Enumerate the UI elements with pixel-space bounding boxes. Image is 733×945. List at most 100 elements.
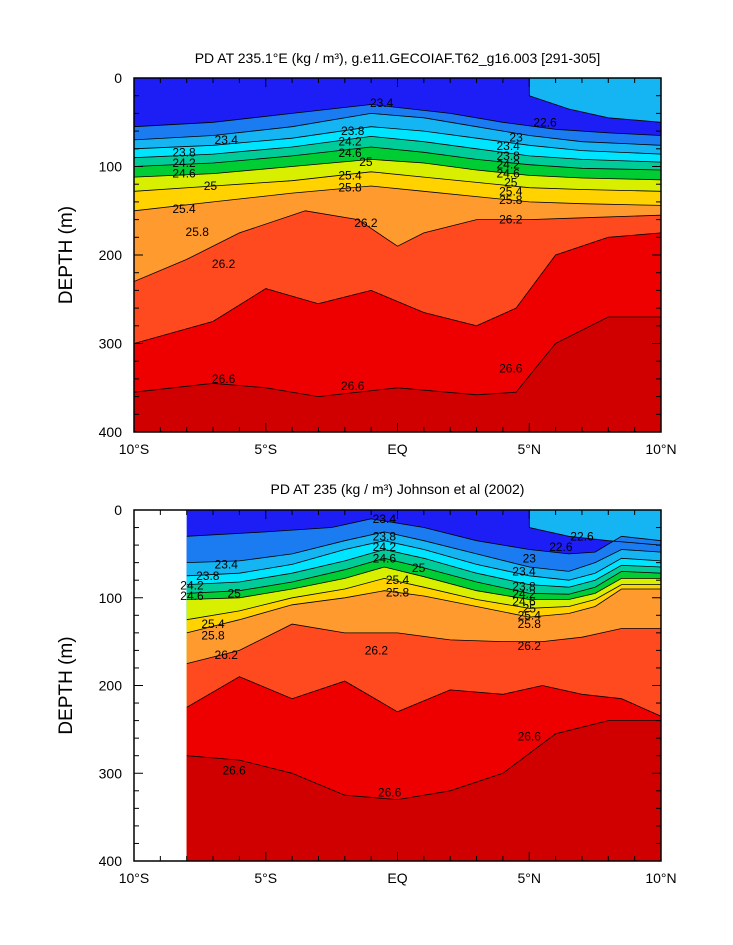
contour-label: 25 bbox=[523, 601, 537, 615]
contour-label: 23.8 bbox=[172, 145, 196, 159]
contour-label: 22.6 bbox=[570, 529, 594, 543]
y-tick-label: 100 bbox=[99, 159, 123, 175]
contour-label: 26.6 bbox=[212, 372, 236, 386]
contour-label: 26.6 bbox=[341, 379, 365, 393]
contour-label: 25 bbox=[359, 155, 373, 169]
contour-label: 26.2 bbox=[212, 257, 236, 271]
contour-label: 25 bbox=[412, 561, 426, 575]
contour-fill-26.6 bbox=[186, 720, 661, 861]
contour-label: 26.6 bbox=[518, 729, 542, 743]
contour-line-22.6 bbox=[528, 510, 661, 546]
y-tick-label: 0 bbox=[114, 70, 122, 86]
contour-label: 23.4 bbox=[215, 557, 239, 571]
contour-label: 24.2 bbox=[172, 156, 196, 170]
contour-label: 26.6 bbox=[378, 786, 402, 800]
chart-title: PD AT 235.1°E (kg / m³), g.e11.GECOIAF.T… bbox=[195, 50, 601, 66]
y-axis-label: DEPTH (m) bbox=[56, 636, 77, 734]
contour-label: 23.4 bbox=[373, 512, 397, 526]
contour-line-24.2 bbox=[186, 549, 661, 588]
contour-line-26.4 bbox=[186, 676, 661, 717]
contour-label: 25.8 bbox=[386, 585, 410, 599]
contour-label: 24.6 bbox=[496, 167, 520, 181]
contour-label: 26.2 bbox=[215, 648, 239, 662]
contour-line-23 bbox=[186, 518, 661, 555]
contour-line-26.4 bbox=[134, 232, 661, 344]
contour-line-23.4 bbox=[186, 531, 661, 572]
x-tick-label: 5°S bbox=[254, 441, 277, 457]
x-tick-label: 5°S bbox=[254, 870, 277, 886]
contour-label: 23.4 bbox=[496, 139, 520, 153]
y-tick-label: 0 bbox=[114, 502, 122, 518]
contour-line-26.2 bbox=[186, 623, 661, 664]
contour-line-22.6 bbox=[528, 78, 661, 123]
contour-label: 23.8 bbox=[341, 124, 365, 138]
contour-lines bbox=[134, 78, 661, 398]
contour-line-24.6 bbox=[186, 557, 661, 595]
y-tick-label: 200 bbox=[99, 247, 123, 263]
y-axis-label: DEPTH (m) bbox=[56, 206, 77, 304]
contour-line-23.8 bbox=[134, 126, 661, 155]
y-tick-label: 300 bbox=[99, 336, 123, 352]
contour-label: 26.6 bbox=[499, 361, 523, 375]
contour-label: 26.2 bbox=[518, 639, 542, 653]
contour-label: 23.4 bbox=[512, 564, 536, 578]
contour-label: 24.6 bbox=[172, 167, 196, 181]
contour-label: 25.4 bbox=[518, 608, 542, 622]
contour-label: 23 bbox=[509, 130, 523, 144]
contour-line-23.4 bbox=[134, 112, 661, 146]
contour-label: 23.4 bbox=[370, 96, 394, 110]
x-tick-label: EQ bbox=[387, 441, 407, 457]
contour-label: 25 bbox=[504, 175, 518, 189]
x-tick-label: 10°N bbox=[645, 441, 676, 457]
contour-label: 23 bbox=[523, 551, 537, 565]
contour-line-25.8 bbox=[186, 588, 661, 634]
contour-label: 24.6 bbox=[512, 594, 536, 608]
contour-label: 25 bbox=[204, 179, 218, 193]
contour-label: 24.2 bbox=[512, 587, 536, 601]
contour-label: 24.2 bbox=[496, 158, 520, 172]
x-tick-label: 10°S bbox=[119, 441, 150, 457]
contour-label: 25.8 bbox=[201, 628, 225, 642]
contour-lines bbox=[186, 510, 661, 801]
contour-line-26.2 bbox=[134, 210, 661, 282]
contour-label: 25.4 bbox=[386, 573, 410, 587]
chart-title: PD AT 235 (kg / m³) Johnson et al (2002) bbox=[271, 481, 525, 497]
contour-label: 24.6 bbox=[180, 589, 204, 603]
contour-line-26.6 bbox=[186, 720, 661, 801]
contour-label: 26.2 bbox=[354, 216, 378, 230]
y-tick-label: 400 bbox=[99, 424, 123, 440]
contour-label: 25.4 bbox=[201, 617, 225, 631]
contour-line-25 bbox=[186, 566, 661, 600]
contour-label: 23.4 bbox=[215, 133, 239, 147]
contour-label: 25.4 bbox=[499, 184, 523, 198]
y-tick-label: 300 bbox=[99, 765, 123, 781]
contour-label: 26.2 bbox=[365, 643, 389, 657]
contour-label: 25.8 bbox=[338, 181, 362, 195]
contour-line-25.8 bbox=[134, 185, 661, 212]
contour-label: 25 bbox=[227, 586, 241, 600]
y-tick-label: 100 bbox=[99, 590, 123, 606]
x-tick-label: 10°N bbox=[645, 870, 676, 886]
y-tick-label: 200 bbox=[99, 678, 123, 694]
x-tick-label: 5°N bbox=[518, 441, 542, 457]
chart-panel-2: 23.422.622.623.423.824.224.62525.425.823… bbox=[56, 481, 677, 886]
contour-label: 25.8 bbox=[186, 225, 210, 239]
contour-fill-26.6 bbox=[134, 317, 661, 432]
contour-line-26.6 bbox=[134, 316, 661, 398]
contour-label: 24.2 bbox=[338, 135, 362, 149]
contour-label: 23.8 bbox=[373, 529, 397, 543]
contour-label: 25.8 bbox=[518, 617, 542, 631]
y-tick-label: 400 bbox=[99, 853, 123, 869]
contour-label: 24.2 bbox=[373, 540, 397, 554]
contour-line-24.2 bbox=[134, 135, 661, 163]
contour-label: 24.6 bbox=[373, 551, 397, 565]
contour-label: 22.6 bbox=[533, 115, 557, 129]
contour-line-23.8 bbox=[186, 540, 661, 581]
contour-label: 24.6 bbox=[338, 146, 362, 160]
contour-line-23 bbox=[134, 104, 661, 136]
chart-panel-1: 23.422.623.423.824.224.6252323.423.824.2… bbox=[56, 50, 677, 457]
contour-line-25.4 bbox=[186, 577, 661, 621]
contour-label: 23.8 bbox=[496, 149, 520, 163]
contour-label: 22.6 bbox=[549, 540, 573, 554]
